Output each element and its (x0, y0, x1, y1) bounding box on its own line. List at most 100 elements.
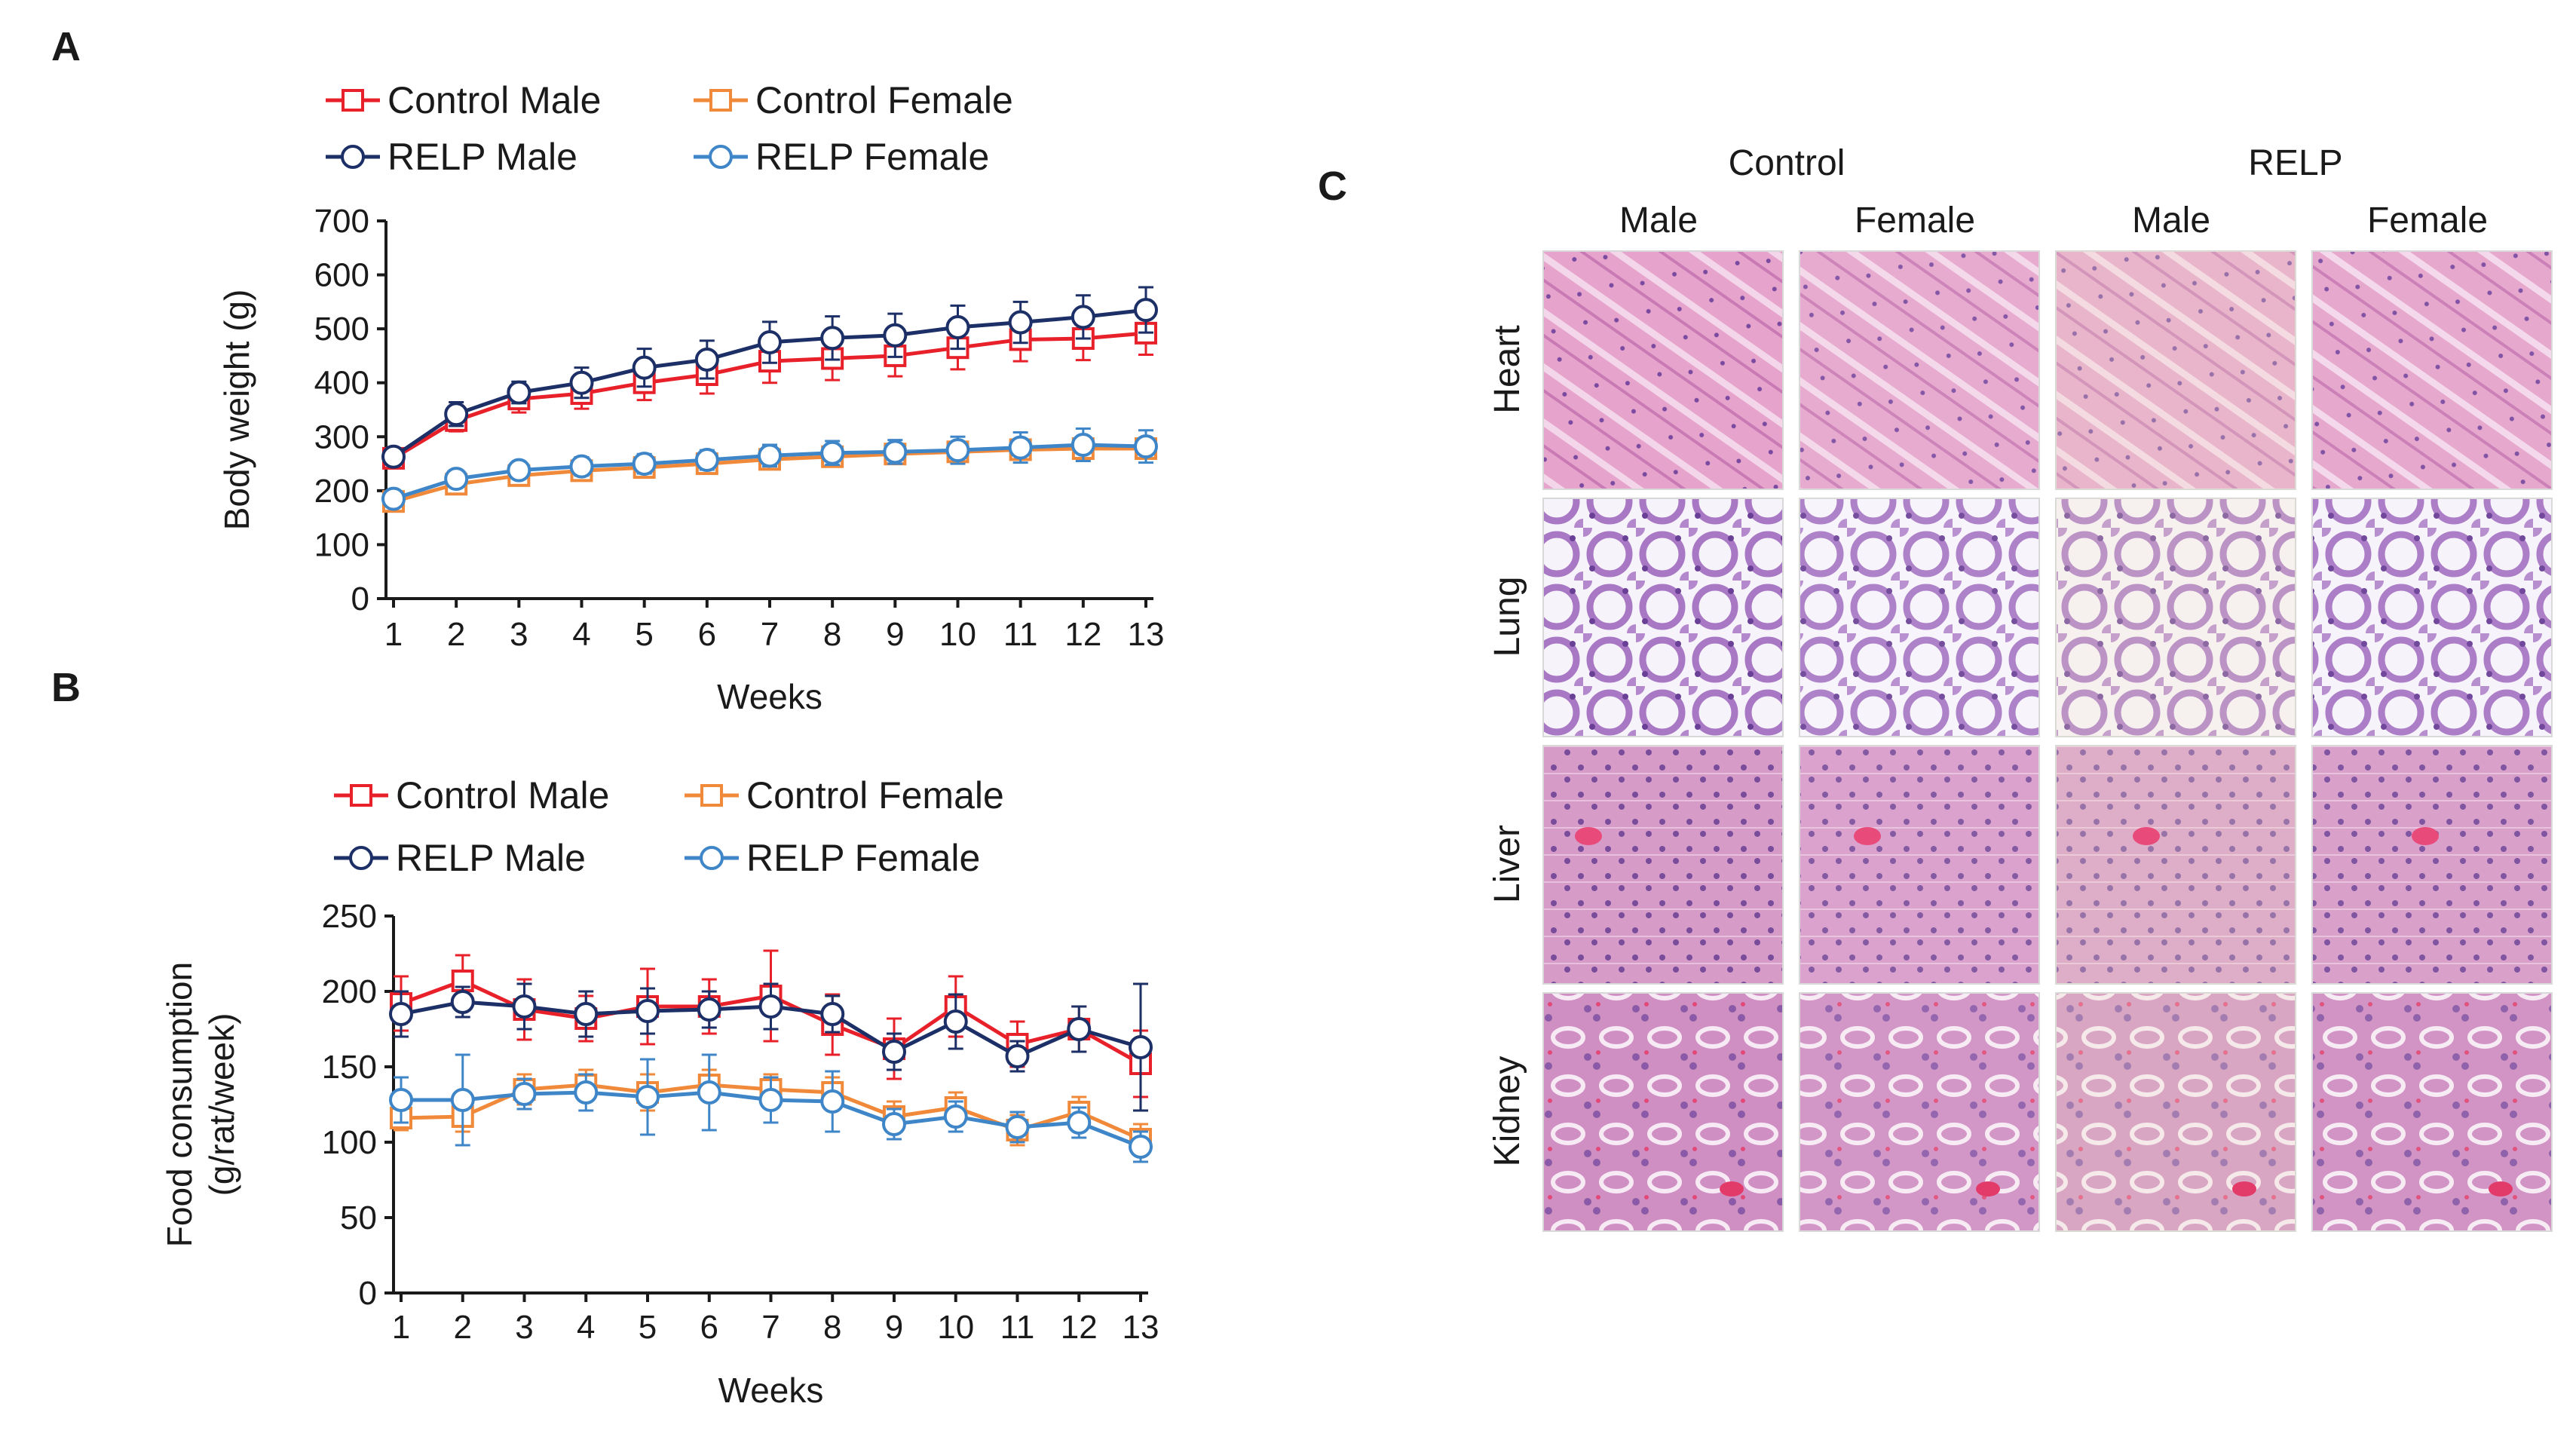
point-b-relp-male-1 (389, 1002, 413, 1026)
y-axis-label-a: Body weight (g) (217, 290, 256, 531)
legend-entry-a-control-female: Control Female (694, 79, 1013, 121)
x-tick-label-a-10: 10 (939, 616, 976, 653)
column-label-control-male: Male (1619, 201, 1698, 241)
legend-entry-a-relp-female: RELP Female (694, 136, 989, 178)
legend-entry-b-control-male: Control Male (334, 774, 609, 817)
tile-lung-relp-female-tint (2312, 498, 2552, 737)
legend-label-a-relp-female: RELP Female (755, 136, 989, 178)
point-b-relp-male-2 (450, 990, 475, 1014)
tile-lung-relp-male (2055, 498, 2296, 737)
tile-lung-relp-female-tissue (2311, 498, 2553, 737)
legend-marker-b-control-male (350, 784, 372, 807)
point-b-relp-male-4 (574, 1002, 599, 1026)
legend-label-b-relp-female: RELP Female (746, 837, 980, 879)
y-tick-label-b-50: 50 (340, 1199, 377, 1236)
point-a-relp-male-3 (507, 380, 531, 405)
x-tick-label-b-8: 8 (823, 1309, 841, 1346)
point-a-relp-male-4 (569, 370, 594, 395)
column-label-relp-female: Female (2367, 201, 2488, 241)
point-a-relp-male-10 (945, 314, 970, 339)
point-a-relp-male-12 (1071, 305, 1095, 329)
tile-liver-relp-male-tissue (2055, 745, 2296, 985)
tile-kidney-relp-male-hemorrhage (2232, 1181, 2256, 1196)
point-a-relp-male-11 (1008, 310, 1033, 335)
point-a-relp-male-13 (1134, 298, 1158, 323)
legend-marker-a-control-male (342, 89, 364, 112)
tile-lung-control-female (1799, 498, 2040, 737)
point-b-relp-male-11 (1005, 1044, 1030, 1068)
series-a-relp-female (381, 427, 1158, 511)
x-tick-label-a-13: 13 (1128, 616, 1165, 653)
legend-marker-a-relp-female (709, 145, 733, 169)
point-b-relp-male-12 (1067, 1017, 1092, 1041)
x-tick-label-b-1: 1 (392, 1309, 410, 1346)
y-tick-label-a-0: 0 (351, 581, 369, 617)
y-tick-label-b-200: 200 (322, 973, 377, 1010)
x-tick-label-a-6: 6 (698, 616, 716, 653)
legend-marker-b-relp-male (349, 846, 373, 870)
row-label-liver: Liver (1487, 825, 1527, 903)
point-a-relp-male-6 (694, 347, 719, 372)
y-axis-label-b-line-1: Food consumption (160, 962, 199, 1247)
tile-lung-relp-male-tissue (2055, 498, 2296, 737)
tile-kidney-control-female-hemorrhage (1976, 1181, 2000, 1196)
y-tick-label-a-200: 200 (314, 473, 369, 510)
point-a-relp-female-3 (507, 458, 531, 483)
tile-heart-control-male-tissue (1542, 250, 1784, 490)
y-tick-label-b-250: 250 (322, 898, 377, 935)
x-tick-label-a-8: 8 (823, 616, 841, 653)
point-b-relp-female-9 (882, 1112, 906, 1136)
column-label-relp-male: Male (2132, 201, 2210, 241)
x-tick-label-a-9: 9 (886, 616, 904, 653)
legend-entry-a-relp-male: RELP Male (326, 136, 577, 178)
point-a-relp-female-6 (694, 448, 719, 473)
tile-liver-control-male-vessel (1575, 827, 1602, 845)
legend-entry-b-relp-female: RELP Female (685, 837, 980, 879)
tile-kidney-relp-male-tint (2056, 993, 2296, 1231)
x-tick-label-b-12: 12 (1061, 1309, 1098, 1346)
point-b-relp-female-3 (512, 1082, 537, 1106)
row-label-lung: Lung (1487, 577, 1527, 657)
point-a-relp-female-8 (820, 440, 845, 465)
tile-liver-relp-male-tint (2056, 746, 2296, 984)
tile-heart-relp-male-tint (2056, 251, 2296, 489)
panel-b: B Control Male Control Female RELP Male REL… (51, 665, 1159, 1410)
tile-liver-relp-female-tissue (2311, 745, 2553, 985)
series-b-relp-male (389, 982, 1153, 1112)
x-tick-label-b-2: 2 (454, 1309, 472, 1346)
x-axis-label-b: Weeks (718, 1371, 824, 1410)
point-b-relp-female-1 (389, 1088, 413, 1112)
x-tick-label-a-1: 1 (384, 616, 403, 653)
x-tick-label-b-11: 11 (1000, 1309, 1035, 1346)
tile-lung-control-male (1542, 498, 1784, 737)
tile-liver-relp-female-vessel (2412, 827, 2439, 845)
x-tick-label-a-12: 12 (1064, 616, 1101, 653)
legend-label-b-relp-male: RELP Male (396, 837, 586, 879)
tile-kidney-control-male (1542, 992, 1784, 1232)
y-tick-label-a-400: 400 (314, 365, 369, 402)
legend-label-b-control-female: Control Female (746, 774, 1004, 817)
plot-a (381, 286, 1158, 513)
tile-lung-relp-female (2311, 498, 2553, 737)
tile-heart-control-female-tint (1800, 251, 2039, 489)
tile-kidney-relp-male (2055, 992, 2296, 1232)
x-tick-label-a-4: 4 (572, 616, 590, 653)
point-b-relp-male-10 (943, 1010, 968, 1034)
x-tick-label-b-9: 9 (885, 1309, 903, 1346)
point-b-relp-female-10 (943, 1105, 968, 1129)
y-tick-label-a-100: 100 (314, 526, 369, 563)
tile-lung-control-male-tissue (1542, 498, 1784, 737)
panel-letter-c: C (1318, 164, 1347, 209)
tile-heart-relp-male (2055, 250, 2296, 490)
tile-liver-control-female-tissue (1799, 745, 2040, 985)
x-tick-label-b-3: 3 (515, 1309, 533, 1346)
point-a-relp-male-9 (883, 323, 908, 348)
point-a-relp-male-2 (444, 402, 469, 427)
point-a-relp-female-7 (758, 443, 782, 468)
tile-kidney-relp-female-tint (2312, 993, 2552, 1231)
y-tick-label-a-300: 300 (314, 418, 369, 455)
point-b-relp-male-13 (1129, 1035, 1153, 1059)
point-b-relp-male-6 (697, 997, 721, 1022)
x-axis-label-a: Weeks (717, 677, 822, 716)
y-tick-label-b-0: 0 (359, 1275, 377, 1312)
